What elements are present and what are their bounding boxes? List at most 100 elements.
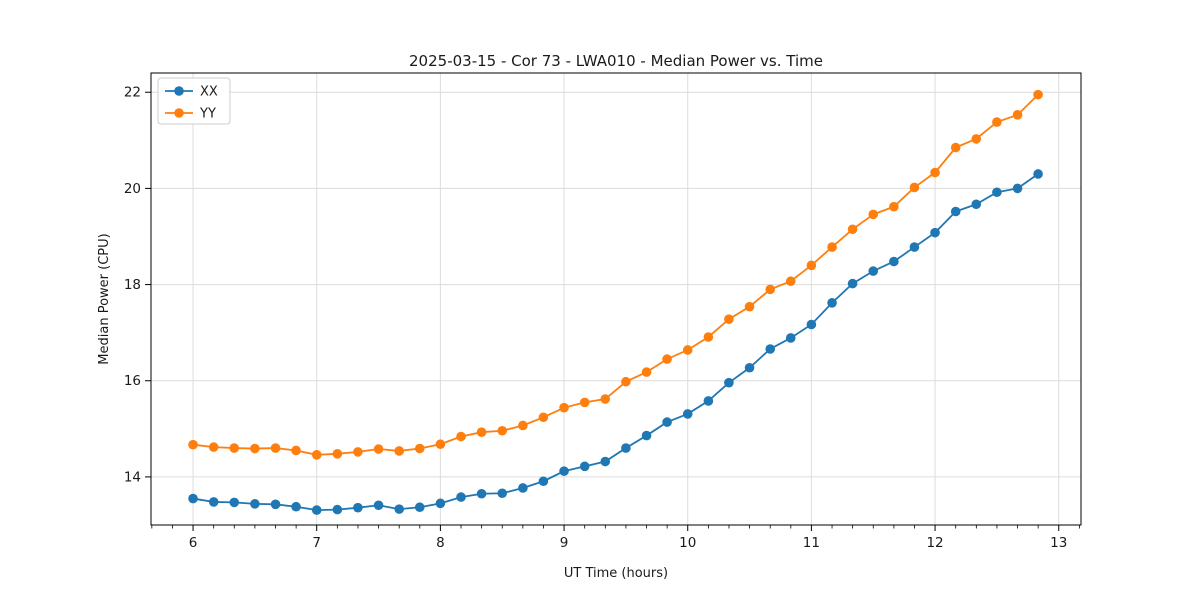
series-marker-XX xyxy=(291,501,301,512)
series-marker-XX xyxy=(930,227,940,238)
y-tick-label: 14 xyxy=(124,469,141,485)
series-marker-XX xyxy=(889,256,899,267)
series-marker-YY xyxy=(827,242,837,252)
series-marker-YY xyxy=(703,332,714,342)
y-tick-label: 16 xyxy=(124,373,141,389)
series-marker-YY xyxy=(909,182,920,193)
series-marker-YY xyxy=(538,412,549,423)
series-marker-XX xyxy=(682,409,693,419)
series-marker-YY xyxy=(518,420,528,431)
x-axis-label: UT Time (hours) xyxy=(564,566,668,581)
series-marker-XX xyxy=(435,498,446,509)
series-marker-YY xyxy=(208,442,219,452)
legend-marker-XX xyxy=(174,86,184,96)
series-marker-XX xyxy=(538,476,549,487)
series-marker-XX xyxy=(518,483,528,493)
series-marker-XX xyxy=(909,242,920,252)
series-marker-YY xyxy=(806,260,817,271)
series-marker-XX xyxy=(456,492,466,502)
x-tick-label: 11 xyxy=(803,535,820,551)
series-marker-XX xyxy=(806,319,817,330)
x-tick-label: 9 xyxy=(560,535,569,551)
series-marker-XX xyxy=(394,504,405,514)
series-marker-YY xyxy=(435,439,446,450)
series-marker-XX xyxy=(353,502,363,513)
y-tick-label: 22 xyxy=(124,85,141,101)
series-marker-XX xyxy=(332,504,343,515)
series-marker-XX xyxy=(765,344,776,354)
series-marker-YY xyxy=(476,427,487,438)
series-line-YY xyxy=(192,93,1039,456)
series-marker-YY xyxy=(291,445,301,456)
series-marker-XX xyxy=(208,497,219,507)
axes-spines xyxy=(150,72,1082,526)
series-marker-XX xyxy=(579,461,590,472)
series-marker-YY xyxy=(414,443,425,454)
series-marker-XX xyxy=(1012,183,1023,194)
series-marker-YY xyxy=(188,439,198,450)
x-tick-label: 12 xyxy=(926,535,943,551)
series-marker-XX xyxy=(641,430,652,441)
series-marker-YY xyxy=(621,376,631,387)
series-marker-YY xyxy=(497,425,508,436)
series-marker-YY xyxy=(600,394,611,404)
x-tick-label: 10 xyxy=(679,535,696,551)
series-marker-XX xyxy=(621,443,631,453)
y-tick-label: 20 xyxy=(124,181,141,197)
series-marker-YY xyxy=(868,209,879,220)
series-marker-YY xyxy=(724,314,734,325)
series-marker-YY xyxy=(559,402,569,413)
series-marker-YY xyxy=(662,354,672,364)
x-tick-label: 6 xyxy=(189,535,198,551)
series-marker-YY xyxy=(847,224,858,235)
series-marker-XX xyxy=(559,466,569,476)
series-marker-YY xyxy=(1033,89,1043,100)
series-marker-XX xyxy=(373,500,384,511)
series-marker-YY xyxy=(353,447,363,457)
x-tick-label: 8 xyxy=(436,535,445,551)
series-marker-XX xyxy=(744,362,755,373)
y-axis-label: Median Power (CPU) xyxy=(97,233,112,364)
series-line-XX xyxy=(192,173,1039,511)
y-tick-label: 18 xyxy=(124,277,141,293)
series-marker-YY xyxy=(765,284,776,295)
series-marker-YY xyxy=(682,345,693,355)
x-tick-label: 13 xyxy=(1050,535,1067,551)
series-marker-XX xyxy=(229,497,240,508)
series-marker-YY xyxy=(250,443,260,454)
series-marker-XX xyxy=(971,199,982,210)
series-marker-YY xyxy=(744,301,755,312)
series-marker-YY xyxy=(1012,110,1023,120)
series-marker-XX xyxy=(703,396,714,406)
series-marker-XX xyxy=(724,377,734,388)
series-marker-XX xyxy=(311,505,322,515)
series-marker-YY xyxy=(971,134,982,144)
x-tick-label: 7 xyxy=(312,535,321,551)
series-marker-YY xyxy=(456,431,466,442)
series-marker-XX xyxy=(992,187,1002,198)
series-marker-YY xyxy=(394,446,405,456)
series-marker-XX xyxy=(497,488,508,499)
series-marker-XX xyxy=(1033,169,1043,179)
series-marker-YY xyxy=(579,397,590,408)
series-marker-YY xyxy=(950,142,961,153)
series-marker-YY xyxy=(229,443,240,453)
legend-label-YY: YY xyxy=(199,107,216,122)
series-marker-XX xyxy=(600,456,611,467)
series-marker-YY xyxy=(930,167,940,178)
series-marker-XX xyxy=(950,206,961,217)
series-marker-XX xyxy=(662,417,672,427)
series-marker-YY xyxy=(270,443,281,453)
legend-label-XX: XX xyxy=(200,85,218,100)
series-marker-YY xyxy=(785,276,796,287)
series-marker-YY xyxy=(889,201,899,212)
series-marker-XX xyxy=(476,488,487,499)
series-marker-YY xyxy=(992,117,1002,127)
series-marker-XX xyxy=(785,333,796,343)
series-marker-XX xyxy=(414,502,425,513)
series-marker-XX xyxy=(250,499,260,509)
series-marker-XX xyxy=(270,499,281,510)
series-marker-YY xyxy=(332,449,343,459)
